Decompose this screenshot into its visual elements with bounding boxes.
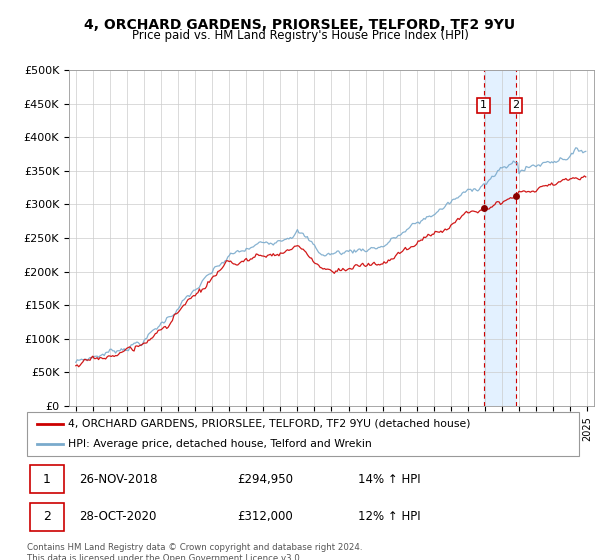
Text: 1: 1 (43, 473, 51, 486)
Text: Price paid vs. HM Land Registry's House Price Index (HPI): Price paid vs. HM Land Registry's House … (131, 29, 469, 42)
Text: Contains HM Land Registry data © Crown copyright and database right 2024.
This d: Contains HM Land Registry data © Crown c… (27, 543, 362, 560)
Text: 28-OCT-2020: 28-OCT-2020 (79, 510, 157, 524)
Text: 2: 2 (43, 510, 51, 524)
Bar (30, 465, 64, 493)
Text: 1: 1 (480, 100, 487, 110)
Text: 26-NOV-2018: 26-NOV-2018 (79, 473, 158, 486)
Text: £294,950: £294,950 (237, 473, 293, 486)
Text: 4, ORCHARD GARDENS, PRIORSLEE, TELFORD, TF2 9YU: 4, ORCHARD GARDENS, PRIORSLEE, TELFORD, … (85, 18, 515, 32)
Text: HPI: Average price, detached house, Telford and Wrekin: HPI: Average price, detached house, Telf… (68, 439, 372, 449)
Text: 12% ↑ HPI: 12% ↑ HPI (358, 510, 421, 524)
Text: £312,000: £312,000 (237, 510, 293, 524)
Bar (484, 70, 516, 406)
Bar (30, 503, 64, 531)
Text: 4, ORCHARD GARDENS, PRIORSLEE, TELFORD, TF2 9YU (detached house): 4, ORCHARD GARDENS, PRIORSLEE, TELFORD, … (68, 419, 471, 429)
Text: 2: 2 (512, 100, 520, 110)
Text: 14% ↑ HPI: 14% ↑ HPI (358, 473, 421, 486)
